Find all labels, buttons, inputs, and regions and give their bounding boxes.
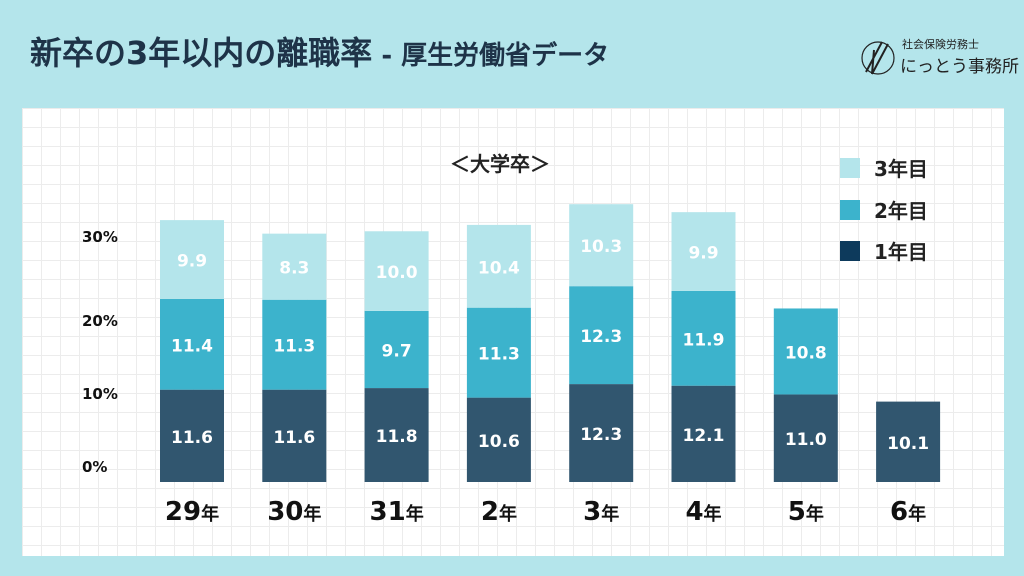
logo: 社会保険労務士 にっとう事務所 (860, 36, 1019, 80)
bar-segment (569, 384, 634, 482)
legend-label: 3年目 (874, 157, 928, 181)
legend-item-year2: 2年目 (840, 195, 928, 224)
legend-swatch (840, 240, 860, 261)
data-label: 10.6 (478, 432, 520, 452)
logo-line2: にっとう事務所 (900, 57, 1019, 77)
data-label: 11.9 (683, 330, 725, 350)
data-label: 12.1 (683, 426, 725, 446)
data-label: 10.8 (785, 343, 827, 363)
legend-swatch (840, 199, 860, 220)
x-tick-label: 2年 (481, 497, 517, 527)
legend-item-year1: 1年目 (840, 236, 928, 265)
x-tick-label: 3年 (583, 497, 619, 527)
data-label: 11.8 (376, 427, 418, 447)
data-label: 11.6 (273, 428, 315, 448)
data-label: 12.3 (580, 425, 622, 445)
bar-segment (569, 204, 634, 287)
bar-segment (466, 397, 531, 482)
bar-segment (466, 307, 531, 398)
bar-segment (569, 286, 634, 385)
x-tick-label: 31年 (370, 497, 424, 527)
bar-segment (364, 310, 429, 389)
y-tick-label: 0% (82, 458, 107, 476)
data-label: 10.4 (478, 258, 520, 278)
bar-segment (364, 388, 429, 482)
logo-line1: 社会保険労務士 (902, 38, 979, 51)
bar-segment (160, 220, 224, 299)
data-label: 9.7 (382, 341, 412, 361)
data-label: 11.3 (273, 337, 315, 357)
y-tick-label: 10% (82, 385, 118, 403)
page-title: 新卒の3年以内の離職率 - 厚生労働省データ (30, 28, 609, 74)
bar-segment (364, 231, 429, 311)
data-label: 9.9 (688, 244, 718, 264)
bar-segment (466, 224, 531, 308)
data-label: 11.3 (478, 345, 520, 365)
bar-segment (262, 233, 327, 300)
y-tick-label: 20% (82, 312, 118, 330)
bar-segment (160, 298, 224, 390)
x-tick-label: 4年 (685, 497, 721, 527)
data-label: 11.0 (785, 430, 827, 450)
data-label: 10.3 (580, 237, 622, 257)
x-tick-label: 6年 (890, 497, 926, 527)
bar-segment (262, 389, 327, 482)
bar-segment (773, 308, 838, 395)
bar-segment (160, 389, 224, 482)
bar-segment (876, 401, 941, 482)
x-tick-label: 30年 (267, 497, 321, 527)
legend-label: 2年目 (874, 199, 928, 223)
data-label: 10.0 (376, 263, 418, 283)
x-tick-label: 5年 (788, 497, 824, 527)
bar-segment (671, 212, 736, 291)
chart-title: ＜大学卒＞ (450, 152, 550, 176)
data-label: 12.3 (580, 327, 622, 347)
data-label: 11.4 (171, 336, 213, 356)
legend-swatch (840, 157, 860, 178)
bar-segment (671, 290, 736, 386)
bar-segment (671, 385, 736, 482)
bar-segment (773, 394, 838, 482)
legend-label: 1年目 (874, 240, 928, 264)
data-label: 8.3 (279, 259, 309, 279)
bar-segment (262, 299, 327, 390)
title-sub: - 厚生労働省データ (372, 41, 610, 71)
x-tick-label: 29年 (165, 497, 219, 527)
data-label: 10.1 (887, 434, 929, 454)
legend-item-year3: 3年目 (840, 153, 928, 182)
title-main: 新卒の3年以内の離職率 (30, 34, 373, 72)
data-label: 11.6 (171, 428, 213, 448)
y-tick-label: 30% (82, 228, 118, 246)
logo-mark-icon (861, 41, 895, 75)
data-label: 9.9 (177, 252, 207, 272)
